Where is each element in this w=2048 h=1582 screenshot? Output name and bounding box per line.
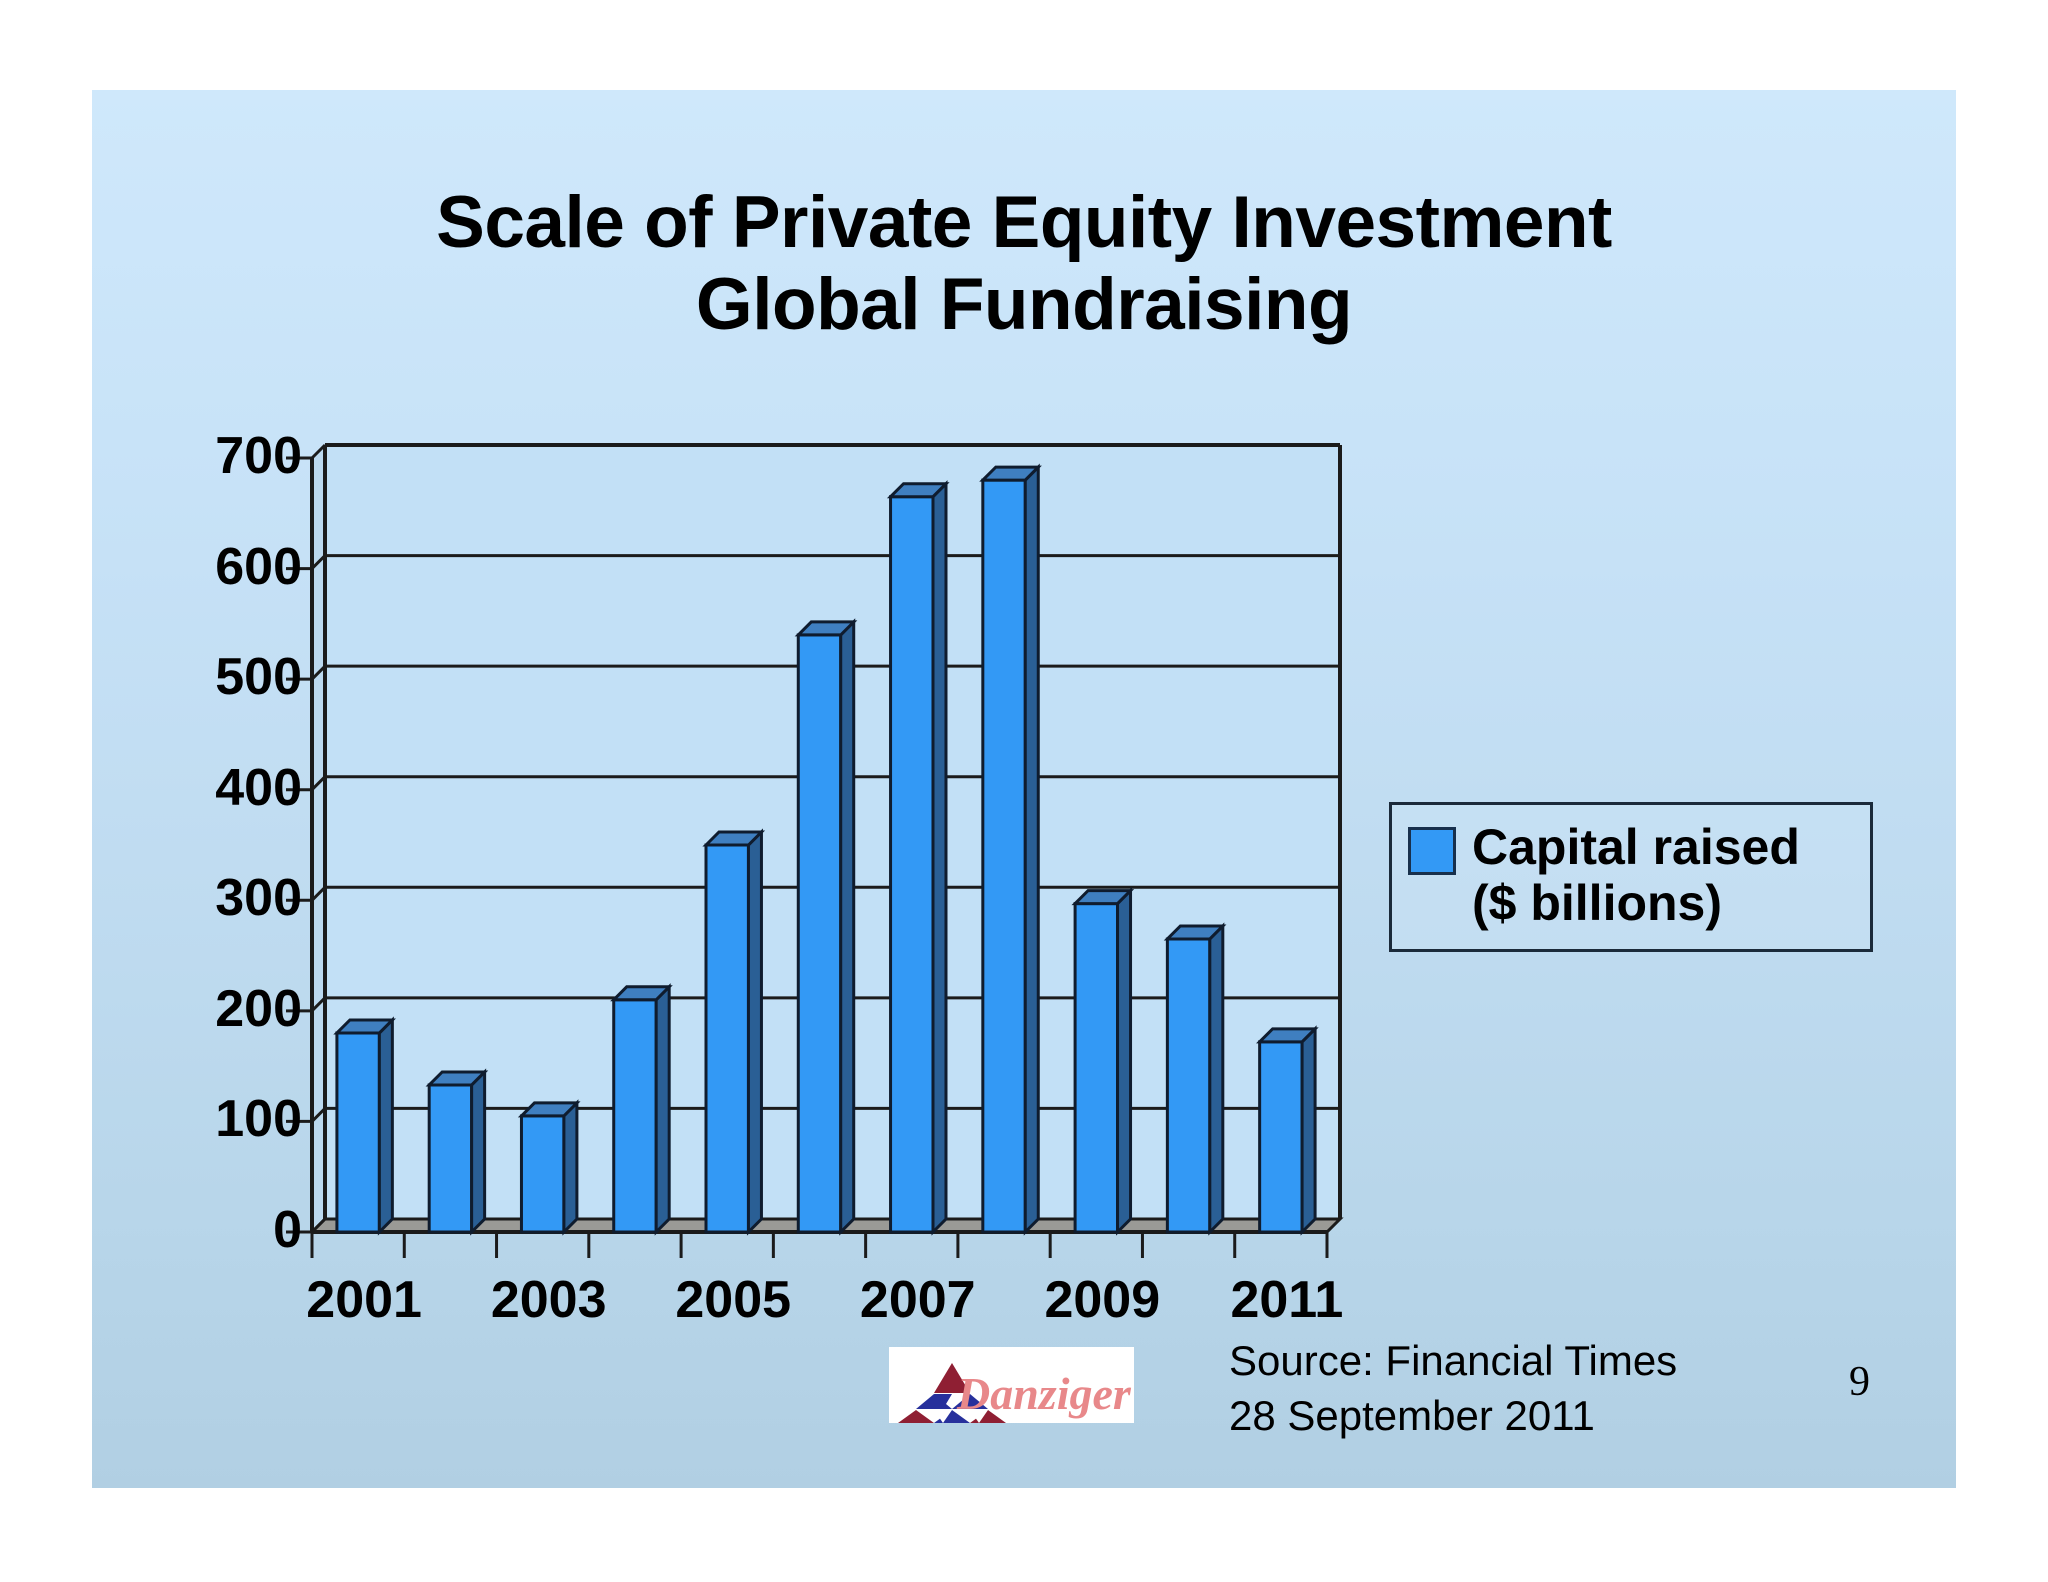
bar-top-2003 <box>517 1101 581 1118</box>
legend-label: Capital raised ($ billions) <box>1472 819 1800 931</box>
bar-side-2001 <box>377 1016 394 1236</box>
gridline-700 <box>286 443 1340 460</box>
bar-side-2009 <box>1116 886 1133 1236</box>
y-axis-tick-label: 500 <box>215 648 302 707</box>
y-axis-tick-label: 200 <box>215 979 302 1038</box>
bar-top-2008 <box>979 465 1042 482</box>
bar-side-2011 <box>1300 1025 1317 1236</box>
bar-side-2008 <box>1023 463 1040 1236</box>
bar-top-2007 <box>886 482 950 499</box>
bar-top-2011 <box>1256 1027 1319 1044</box>
bar-side-2003 <box>562 1099 579 1236</box>
bar-top-2009 <box>1071 889 1135 906</box>
title-line-2: Global Fundraising <box>695 264 1353 346</box>
title-line-1: Scale of Private Equity Investment <box>436 182 1612 263</box>
x-axis-tick-label: 2011 <box>1230 1271 1344 1329</box>
slide: Scale of Private Equity Investment Globa… <box>92 90 1956 1488</box>
x-axis-tick-label: 2007 <box>859 1271 976 1329</box>
bar-front-2005 <box>704 843 750 1234</box>
bar-side-2004 <box>654 983 671 1236</box>
bar-side-2002 <box>470 1068 487 1236</box>
bar-2002 <box>425 1068 489 1236</box>
bar-2009 <box>1071 886 1135 1236</box>
logo-pyramid-icon <box>898 1363 1006 1423</box>
legend-swatch-icon <box>1408 827 1456 875</box>
y-axis-tick-label: 700 <box>215 427 302 485</box>
bar-side-2005 <box>746 828 763 1236</box>
chart-side-wall <box>312 445 325 1232</box>
bar-front-2007 <box>889 495 935 1234</box>
source-note: Source: Financial Times 28 September 201… <box>1229 1337 1678 1440</box>
bar-front-2002 <box>427 1083 474 1234</box>
bar-front-2006 <box>796 633 843 1234</box>
bar-side-2006 <box>839 618 856 1236</box>
bar-front-2011 <box>1258 1040 1304 1234</box>
x-axis-tick-label: 2005 <box>675 1271 792 1329</box>
y-axis-tick-label: 600 <box>215 537 302 596</box>
bar-side-2010 <box>1208 922 1225 1236</box>
logo-wordmark: Danziger <box>956 1368 1132 1419</box>
y-axis-tick-label: 0 <box>273 1201 302 1259</box>
bar-chart <box>92 90 1956 1488</box>
bar-2010 <box>1163 922 1227 1236</box>
bar-2006 <box>794 618 858 1236</box>
danziger-logo: Danziger <box>889 1347 1134 1423</box>
bar-front-2010 <box>1165 937 1212 1234</box>
bar-front-2008 <box>981 478 1027 1234</box>
chart-canvas <box>286 443 1344 1258</box>
bar-top-2002 <box>425 1070 489 1087</box>
page-title: Scale of Private Equity Investment Globa… <box>92 182 1956 347</box>
page-number: 9 <box>1849 1359 1870 1405</box>
bar-top-2005 <box>702 830 766 847</box>
logo-graphic: Danziger <box>889 1347 1134 1423</box>
x-axis-tick-label: 2001 <box>306 1271 422 1329</box>
bar-2011 <box>1256 1025 1319 1236</box>
gridline-600 <box>286 554 1340 571</box>
x-axis-tick-label: 2009 <box>1044 1271 1161 1329</box>
y-axis-tick-label: 300 <box>215 869 302 928</box>
bar-front-2004 <box>612 998 658 1234</box>
bar-side-2007 <box>931 480 948 1236</box>
bar-2008 <box>979 463 1042 1236</box>
bar-front-2009 <box>1073 902 1120 1234</box>
bar-2003 <box>517 1099 581 1236</box>
bar-top-2010 <box>1163 924 1227 941</box>
y-axis-tick-label: 100 <box>215 1090 302 1149</box>
x-axis-tick-label: 2003 <box>490 1271 607 1329</box>
bar-top-2001 <box>333 1018 396 1035</box>
bar-top-2004 <box>610 985 673 1002</box>
chart-legend: Capital raised ($ billions) <box>1389 802 1873 952</box>
bar-2005 <box>702 828 766 1236</box>
y-axis-tick-label: 400 <box>215 758 302 817</box>
bar-front-2003 <box>519 1114 566 1234</box>
bar-top-2006 <box>794 620 858 637</box>
bar-front-2001 <box>335 1031 381 1234</box>
bar-2001 <box>333 1016 396 1236</box>
bar-2007 <box>886 480 950 1236</box>
bar-2004 <box>610 983 673 1236</box>
